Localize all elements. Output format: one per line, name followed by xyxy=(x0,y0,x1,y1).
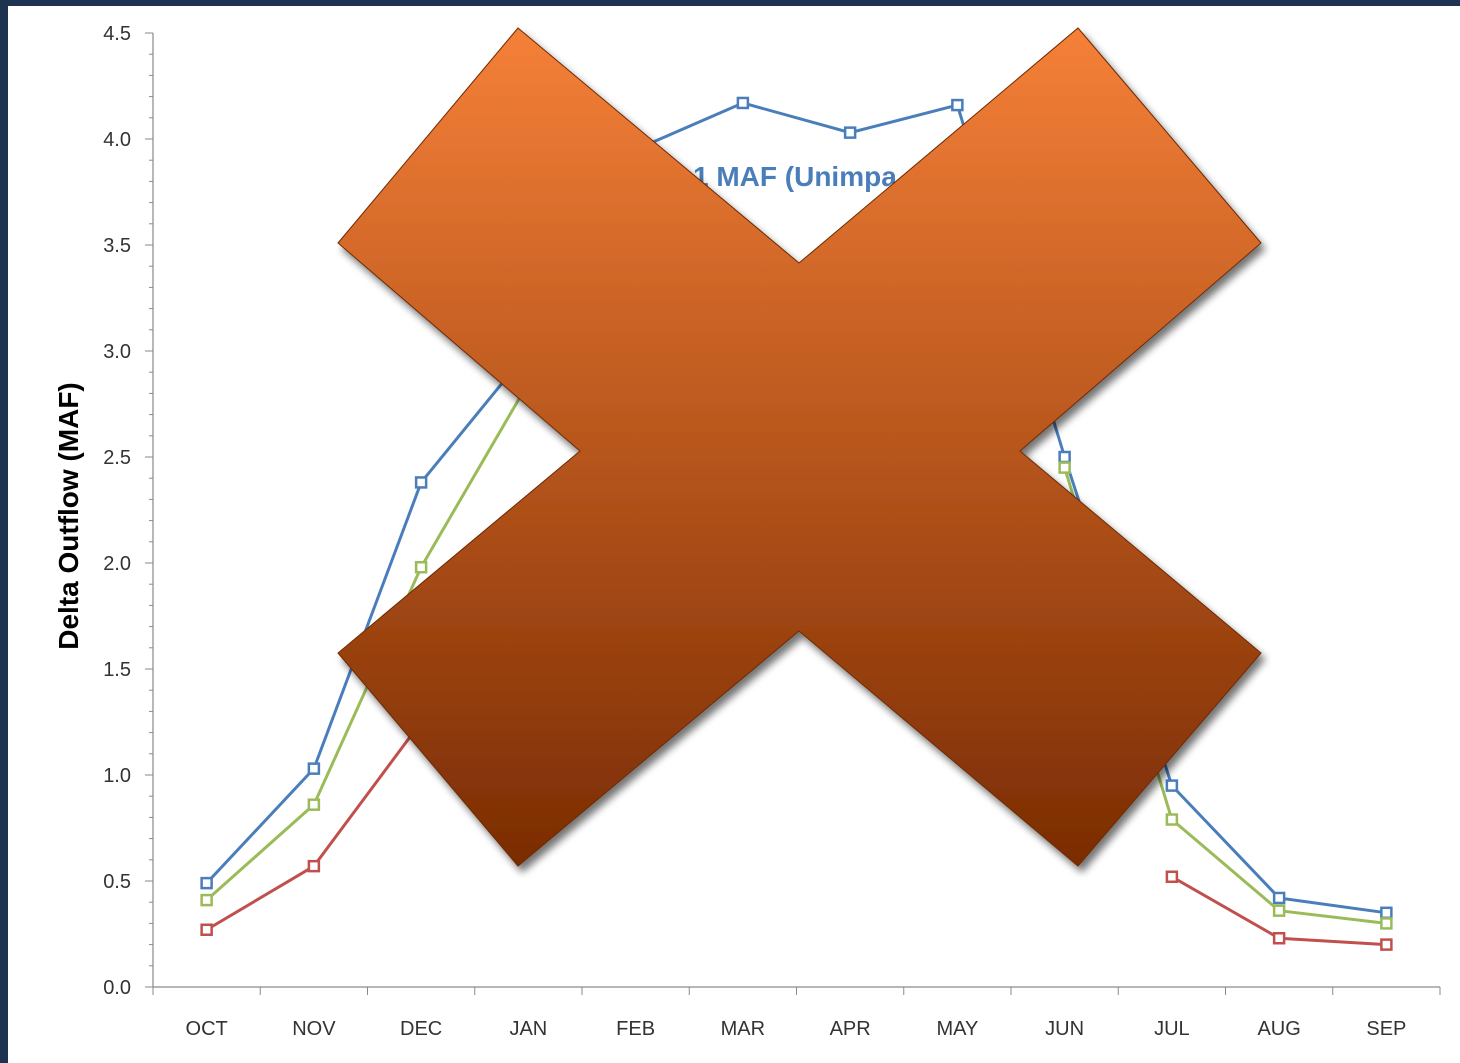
data-point xyxy=(307,798,321,811)
x-tick-labels: OCT NOV DEC JAN FEB MAR APR MAY JUN JUL AUG SEP xyxy=(186,1018,1407,1040)
data-point xyxy=(1380,917,1393,930)
y-axis-title: Delta Outflow (MAF) xyxy=(53,382,84,650)
line-chart: 0.0 0.5 1.0 1.5 2.0 2.5 3.0 3.5 4.0 4.5 OCT NOV DEC… xyxy=(53,23,1441,1040)
x-tick-label: MAR xyxy=(721,1018,765,1040)
x-tick-label: OCT xyxy=(186,1018,228,1040)
data-point xyxy=(200,876,213,890)
x-tick-label: AUG xyxy=(1257,1018,1300,1040)
x-tick-label: DEC xyxy=(400,1018,442,1040)
y-tick-label: 3.5 xyxy=(103,235,131,257)
data-point xyxy=(414,476,428,489)
data-point xyxy=(1058,450,1071,464)
series-line xyxy=(205,721,423,932)
x-tick-label: APR xyxy=(830,1018,871,1040)
y-tick-label: 4.5 xyxy=(103,23,131,45)
x-tick-label: JUN xyxy=(1045,1018,1084,1040)
chart-frame: 0.0 0.5 1.0 1.5 2.0 2.5 3.0 3.5 4.0 4.5 OCT NOV DEC… xyxy=(8,6,1460,1063)
y-tick-label: 0.5 xyxy=(103,871,131,893)
data-point xyxy=(1380,938,1393,951)
data-point xyxy=(843,126,857,139)
data-point xyxy=(414,560,428,574)
data-point xyxy=(736,96,750,110)
data-point xyxy=(1058,461,1071,474)
x-tick-label: JUL xyxy=(1154,1018,1190,1040)
data-point xyxy=(307,859,321,873)
data-point xyxy=(1165,870,1179,884)
x-tick-label: NOV xyxy=(292,1018,336,1040)
x-tick-label: FEB xyxy=(616,1018,655,1040)
data-point xyxy=(200,893,213,907)
axes xyxy=(145,32,1441,995)
y-tick-label: 2.5 xyxy=(103,447,131,469)
x-tick-label: JAN xyxy=(509,1018,547,1040)
data-point xyxy=(1272,904,1286,917)
y-tick-labels: 0.0 0.5 1.0 1.5 2.0 2.5 3.0 3.5 4.0 4.5 xyxy=(103,23,131,999)
y-tick-label: 2.0 xyxy=(103,553,131,575)
data-point xyxy=(1165,813,1179,826)
data-point xyxy=(1380,906,1393,920)
y-tick-label: 4.0 xyxy=(103,129,131,151)
series-3 xyxy=(200,715,1393,951)
y-tick-label: 0.0 xyxy=(103,977,131,999)
x-tick-label: MAY xyxy=(936,1018,978,1040)
data-point xyxy=(307,762,321,775)
series-annotation: 1 MAF (Unimpa xyxy=(693,161,897,192)
data-point xyxy=(1165,779,1179,792)
data-point xyxy=(951,98,964,112)
data-point xyxy=(200,923,213,937)
data-point xyxy=(1272,931,1286,945)
x-cross-icon xyxy=(337,27,1262,867)
x-tick-label: SEP xyxy=(1366,1018,1406,1040)
y-tick-label: 3.0 xyxy=(103,341,131,363)
data-point xyxy=(1272,891,1286,905)
series-line xyxy=(205,101,1387,915)
y-tick-label: 1.5 xyxy=(103,659,131,681)
y-tick-label: 1.0 xyxy=(103,765,131,787)
